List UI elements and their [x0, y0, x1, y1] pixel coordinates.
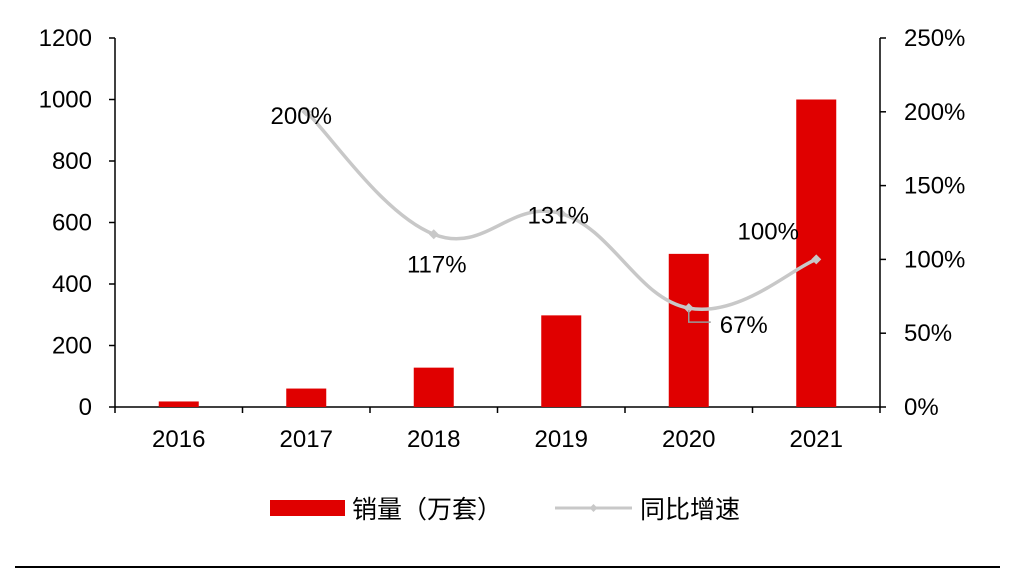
x-tick-label: 2019 — [535, 426, 588, 453]
legend-bar-label: 销量（万套） — [352, 496, 502, 524]
growth-data-label: 67% — [720, 312, 768, 339]
bar — [668, 253, 709, 407]
growth-data-label: 100% — [738, 218, 799, 245]
label-leader-line — [688, 310, 711, 323]
x-tick-label: 2020 — [662, 426, 715, 453]
left-y-tick-label: 1200 — [39, 25, 92, 52]
right-y-tick-label: 150% — [904, 173, 965, 200]
x-tick-label: 2016 — [152, 426, 205, 453]
left-y-tick-label: 600 — [52, 210, 92, 237]
legend-line-label: 同比增速 — [640, 496, 740, 524]
growth-point — [428, 229, 439, 240]
growth-point — [683, 303, 694, 314]
right-y-tick-label: 0% — [904, 394, 939, 421]
bar — [796, 99, 837, 407]
left-y-tick-label: 0 — [79, 394, 92, 421]
bar — [413, 367, 454, 407]
left-y-tick-label: 800 — [52, 148, 92, 175]
growth-data-label: 117% — [407, 251, 467, 278]
x-tick-label: 2021 — [790, 426, 843, 453]
legend: 销量（万套） 同比增速 — [270, 496, 740, 524]
right-y-tick-label: 100% — [904, 246, 965, 273]
growth-data-label: 131% — [528, 203, 589, 230]
bar — [286, 388, 327, 407]
right-y-tick-label: 250% — [904, 25, 965, 52]
legend-line-marker — [589, 504, 598, 512]
x-tick-label: 2018 — [407, 426, 460, 453]
growth-data-label: 200% — [271, 103, 332, 130]
growth-point — [811, 254, 822, 265]
legend-bar-swatch — [270, 500, 345, 516]
left-y-tick-label: 1000 — [39, 87, 92, 114]
x-tick-label: 2017 — [280, 426, 333, 453]
left-y-tick-label: 200 — [52, 333, 92, 360]
bar — [158, 401, 199, 407]
right-y-tick-label: 200% — [904, 99, 965, 126]
growth-point — [301, 106, 312, 117]
bar — [541, 315, 582, 407]
right-y-tick-label: 50% — [904, 320, 952, 347]
growth-point — [556, 208, 567, 219]
left-y-tick-label: 400 — [52, 271, 92, 298]
